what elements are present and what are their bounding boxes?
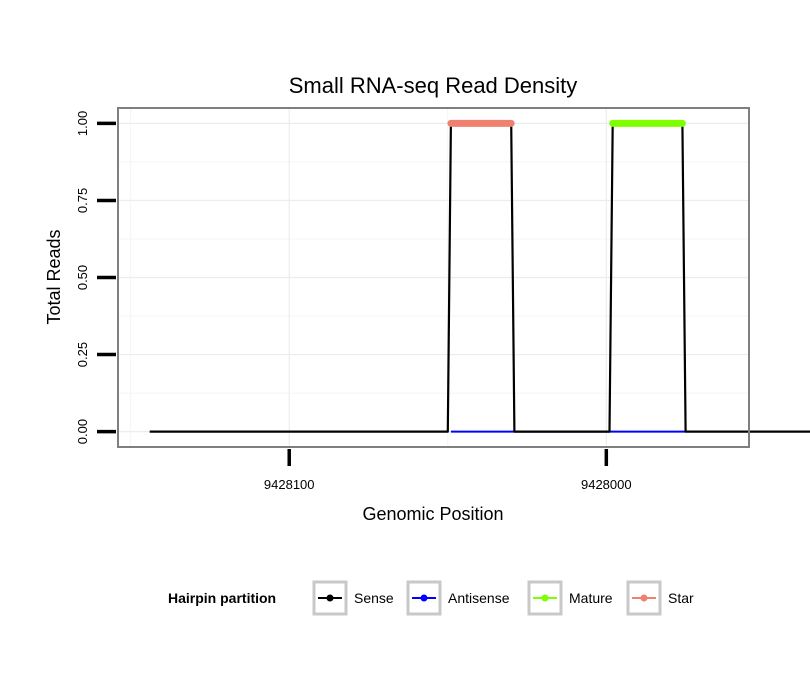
legend: Hairpin partition Sense Antisense Mature St… [168, 580, 694, 616]
legend-label-sense: Sense [354, 590, 394, 606]
series-line-sense [149, 122, 810, 433]
x-tick-label: 9428100 [264, 477, 315, 492]
legend-point-sense [326, 594, 334, 602]
x-tick-label: 9428000 [581, 477, 632, 492]
y-tick-label: 0.25 [75, 342, 90, 367]
chart-title: Small RNA-seq Read Density [289, 73, 578, 98]
legend-point-star [640, 594, 648, 602]
legend-label-star: Star [668, 590, 694, 606]
y-axis: 0.00 0.25 0.50 0.75 1.00 [75, 111, 116, 444]
grid-lines [118, 108, 749, 447]
plot-border [117, 107, 750, 448]
y-tick-label: 0.00 [75, 419, 90, 444]
legend-label-antisense: Antisense [448, 590, 510, 606]
legend-point-antisense [420, 594, 428, 602]
legend-point-mature [541, 594, 549, 602]
y-tick-label: 1.00 [75, 111, 90, 136]
legend-title: Hairpin partition [168, 590, 276, 606]
y-axis-title: Total Reads [44, 229, 64, 324]
x-axis-title: Genomic Position [362, 504, 503, 524]
x-axis: 9428100 9428000 [264, 449, 632, 492]
y-tick-label: 0.50 [75, 265, 90, 290]
y-tick-label: 0.75 [75, 188, 90, 213]
legend-label-mature: Mature [569, 590, 613, 606]
series-layer [149, 119, 810, 433]
